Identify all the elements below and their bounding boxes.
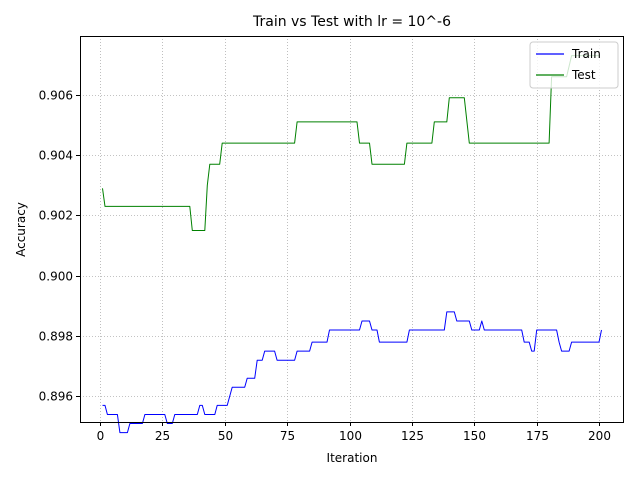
x-tick-label: 175 [526,429,549,443]
x-tick-label: 150 [463,429,486,443]
series-line-test [102,55,599,231]
x-tick-label: 25 [155,429,170,443]
x-tick-label: 200 [588,429,611,443]
y-axis-label: Accuracy [14,202,28,257]
grid [80,36,624,422]
series-layer [102,55,602,434]
x-axis: 0 25 50 75 100 125 150 175 200 [97,422,611,443]
x-tick-label: 75 [280,429,295,443]
series-line-train [102,311,602,434]
y-tick-label: 0.904 [39,149,73,163]
x-axis-label: Iteration [327,451,378,465]
chart-title: Train vs Test with lr = 10^-6 [252,14,451,30]
legend-test-label: Test [571,68,596,82]
x-tick-label: 50 [218,429,233,443]
y-tick-label: 0.902 [39,209,73,223]
plot-area-frame [80,36,624,423]
y-tick-label: 0.900 [39,270,73,284]
y-axis: 0.896 0.898 0.900 0.902 0.904 0.906 [39,89,80,404]
legend-train-label: Train [571,47,601,61]
y-tick-label: 0.906 [39,89,73,103]
legend: Train Test [529,41,619,89]
y-tick-label: 0.898 [39,330,73,344]
y-tick-label: 0.896 [39,390,73,404]
x-tick-label: 125 [401,429,424,443]
x-tick-label: 100 [339,429,362,443]
x-tick-label: 0 [97,429,105,443]
